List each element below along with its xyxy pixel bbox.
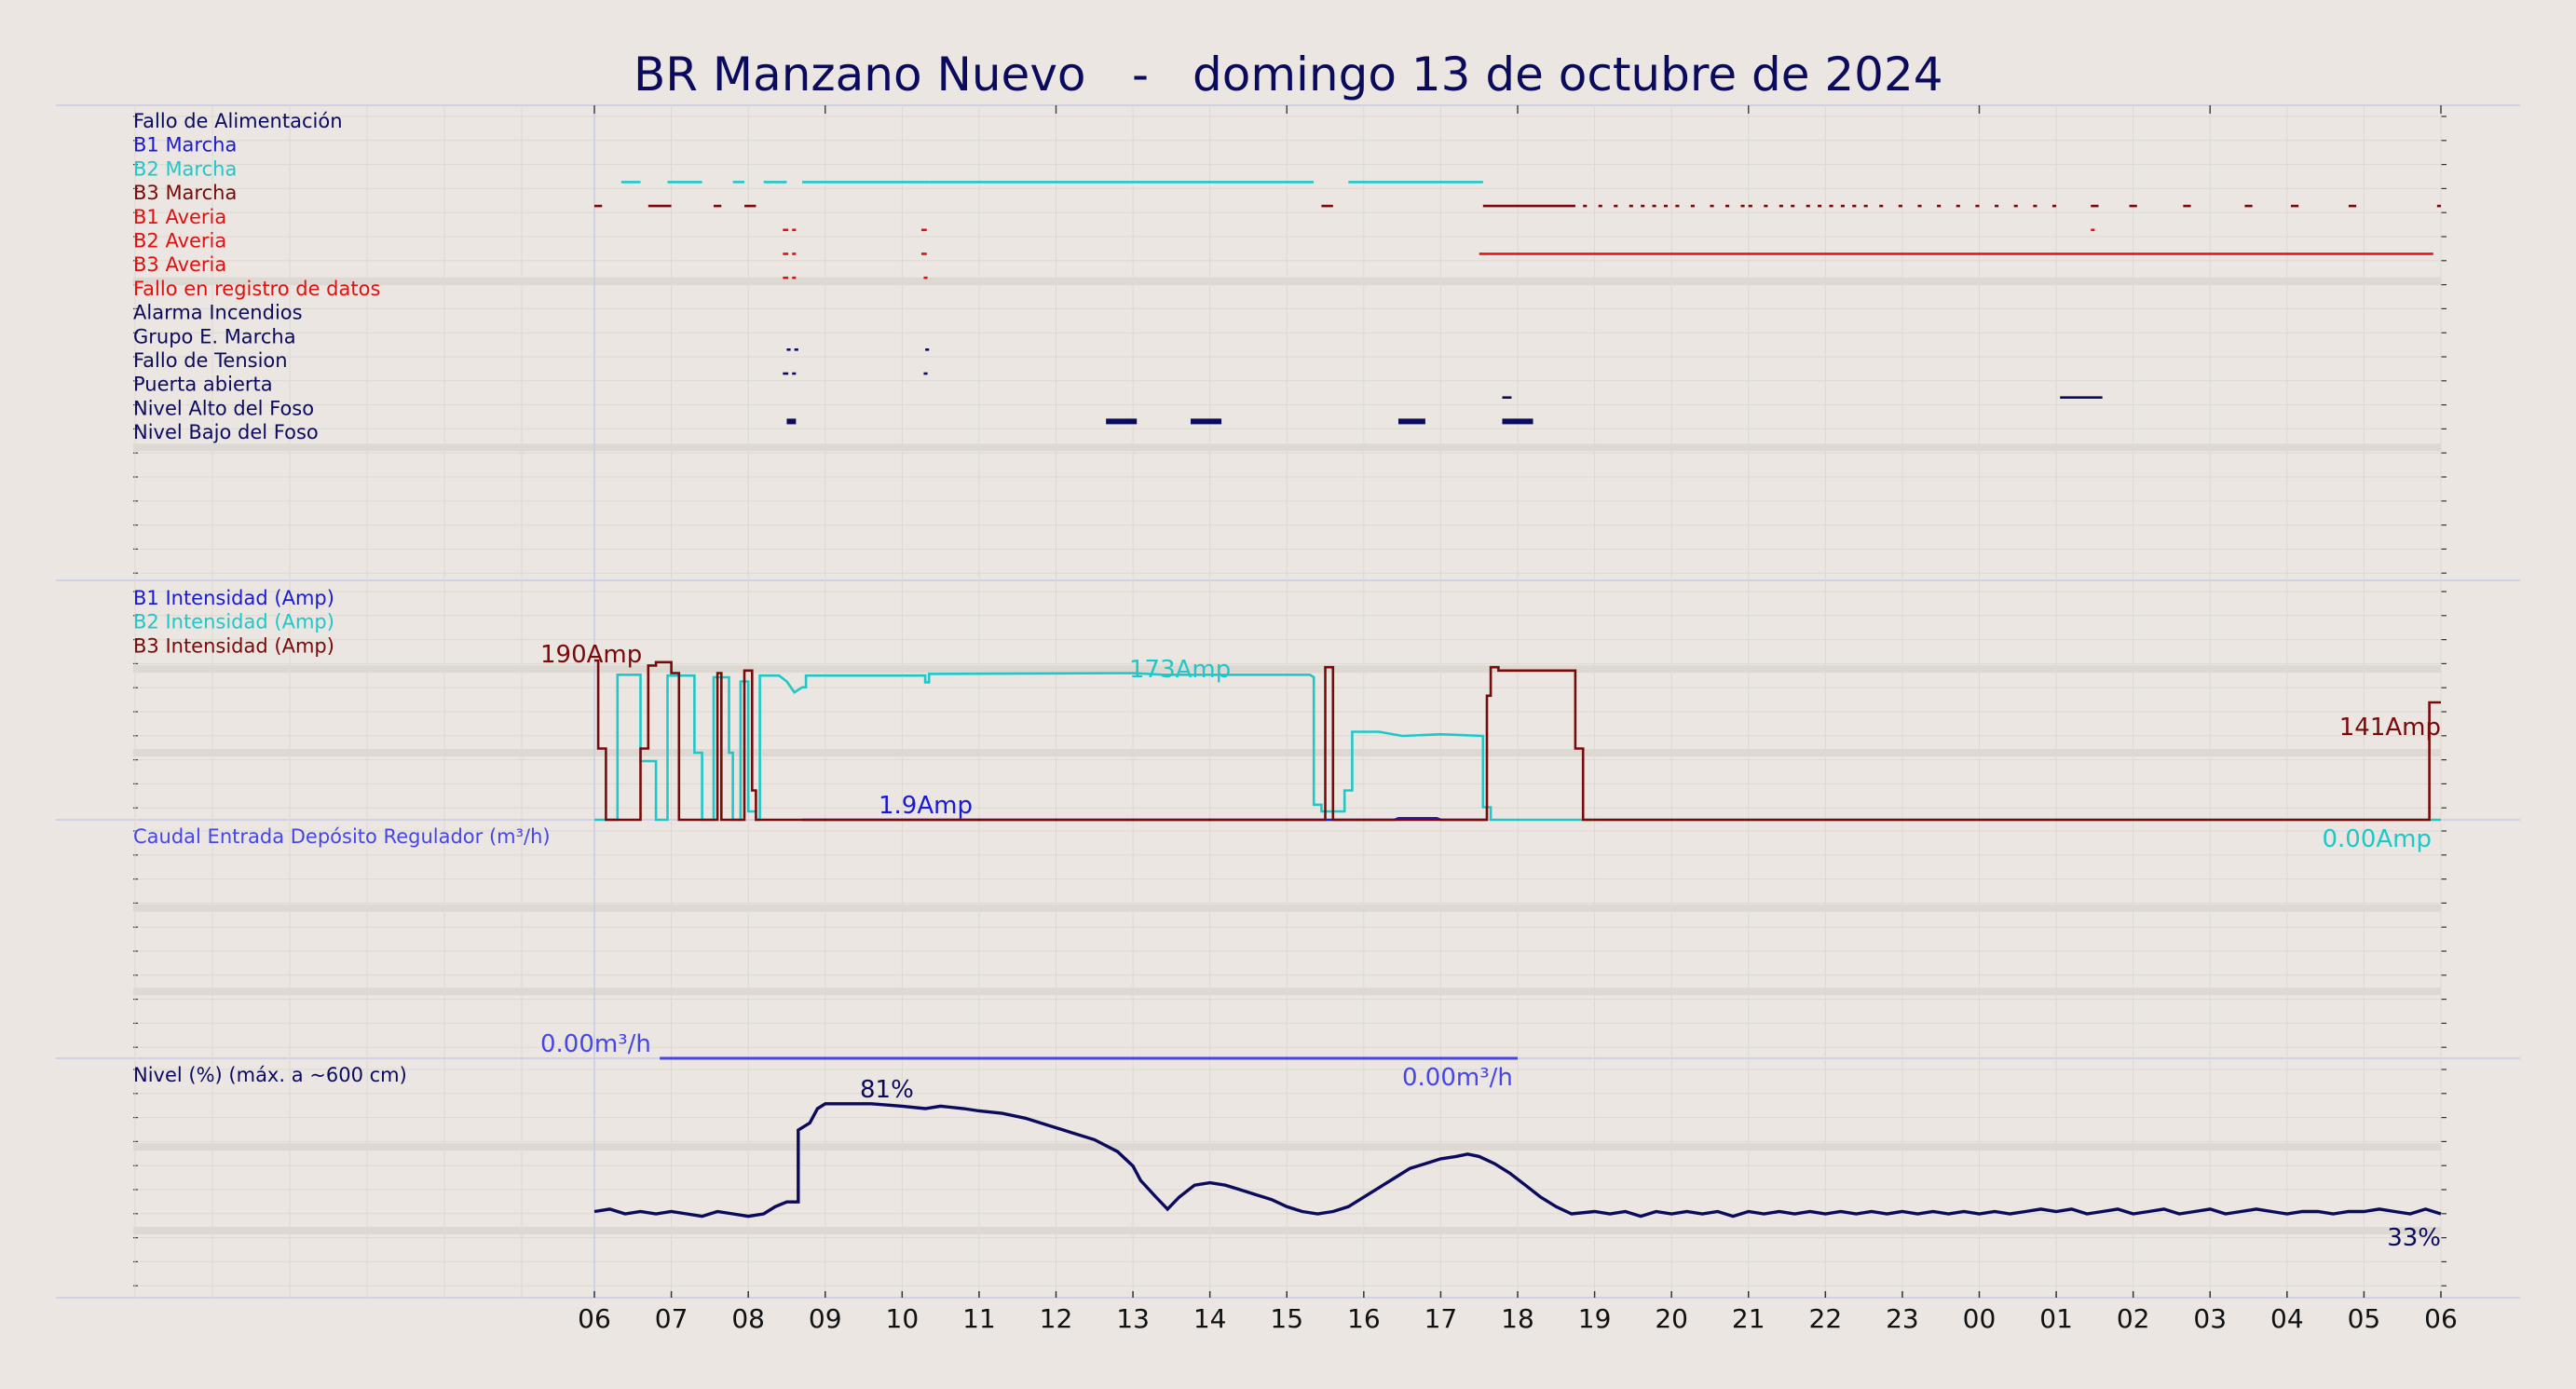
signal-label: Fallo en registro de datos	[133, 278, 380, 300]
x-tick-label: 17	[1424, 1303, 1458, 1334]
title-separator: -	[1132, 48, 1149, 102]
data-layer	[593, 181, 2442, 1219]
signal-label: Grupo E. Marcha	[133, 325, 296, 347]
series-legend-label: B1 Intensidad (Amp)	[133, 587, 334, 609]
chart-title: BR Manzano Nuevo - domingo 13 de octubre…	[634, 48, 1943, 102]
x-tick-label: 16	[1347, 1303, 1381, 1334]
signal-label: B3 Marcha	[133, 182, 237, 204]
data-label: 33%	[2387, 1224, 2441, 1252]
data-label: 81%	[860, 1076, 914, 1104]
x-tick-label: 13	[1116, 1303, 1150, 1334]
data-label: 173Amp	[1129, 656, 1231, 684]
data-label: 0.00m³/h	[540, 1030, 651, 1058]
signal-label: Fallo de Alimentación	[133, 110, 343, 132]
series-legend-label: B2 Intensidad (Amp)	[133, 611, 334, 633]
series-line	[593, 1102, 2442, 1219]
x-tick-label: 06	[2424, 1303, 2458, 1334]
signal-label: B2 Marcha	[133, 157, 237, 180]
x-tick-label: 10	[886, 1303, 920, 1334]
data-label: 1.9Amp	[879, 792, 973, 820]
grid-layer	[56, 104, 2520, 1299]
x-tick-label: 19	[1578, 1303, 1612, 1334]
signal-label: B3 Averia	[133, 253, 226, 276]
x-tick-label: 01	[2039, 1303, 2073, 1334]
annotation-layer: 190Amp 173Amp 1.9Amp 141Amp 0.00Amp 0.00m³/h 0…	[540, 641, 2441, 1252]
series-legend-label: Nivel (%) (máx. a ~600 cm)	[133, 1064, 407, 1086]
x-tick-label: 23	[1886, 1303, 1919, 1334]
data-label: 141Amp	[2339, 714, 2441, 742]
x-tick-label: 11	[962, 1303, 996, 1334]
signal-label: Fallo de Tension	[133, 349, 288, 372]
title-station: BR Manzano Nuevo	[634, 48, 1086, 102]
signal-label: B1 Marcha	[133, 134, 237, 157]
signal-label: B2 Averia	[133, 230, 226, 252]
signal-label: Nivel Alto del Foso	[133, 397, 314, 419]
data-label: 0.00Amp	[2322, 825, 2432, 853]
x-tick-label: 02	[2117, 1303, 2150, 1334]
x-tick-label: 22	[1809, 1303, 1843, 1334]
series-line	[594, 659, 2441, 822]
series-legend-label: B3 Intensidad (Amp)	[133, 634, 334, 657]
x-tick-label: 20	[1655, 1303, 1688, 1334]
x-tick-label: 05	[2348, 1303, 2381, 1334]
data-label: 190Amp	[540, 641, 642, 669]
series-legend-label: Caudal Entrada Depósito Regulador (m³/h)	[133, 825, 551, 848]
x-tick-label: 14	[1193, 1303, 1227, 1334]
x-tick-label: 12	[1040, 1303, 1073, 1334]
series-line	[594, 672, 2441, 822]
signal-label: Nivel Bajo del Foso	[133, 421, 319, 443]
x-tick-label: 09	[809, 1303, 842, 1334]
signal-label: B1 Averia	[133, 206, 226, 228]
signal-label: Puerta abierta	[133, 374, 273, 396]
x-tick-label: 18	[1501, 1303, 1534, 1334]
x-tick-label: 04	[2270, 1303, 2304, 1334]
title-date: domingo 13 de octubre de 2024	[1193, 48, 1943, 102]
x-tick-label: 21	[1732, 1303, 1765, 1334]
x-axis: 06 07 08 09 10 11 12 13 14 15 16 17 18 19 20 21 22 23 00 01…	[578, 1291, 2458, 1334]
x-tick-label: 06	[578, 1303, 611, 1334]
x-tick-label: 00	[1963, 1303, 1997, 1334]
data-label: 0.00m³/h	[1402, 1064, 1513, 1092]
x-tick-label: 08	[731, 1303, 765, 1334]
x-tick-label: 07	[655, 1303, 688, 1334]
signal-label: Alarma Incendios	[133, 302, 303, 324]
x-tick-label: 15	[1270, 1303, 1303, 1334]
x-tick-label: 03	[2193, 1303, 2227, 1334]
